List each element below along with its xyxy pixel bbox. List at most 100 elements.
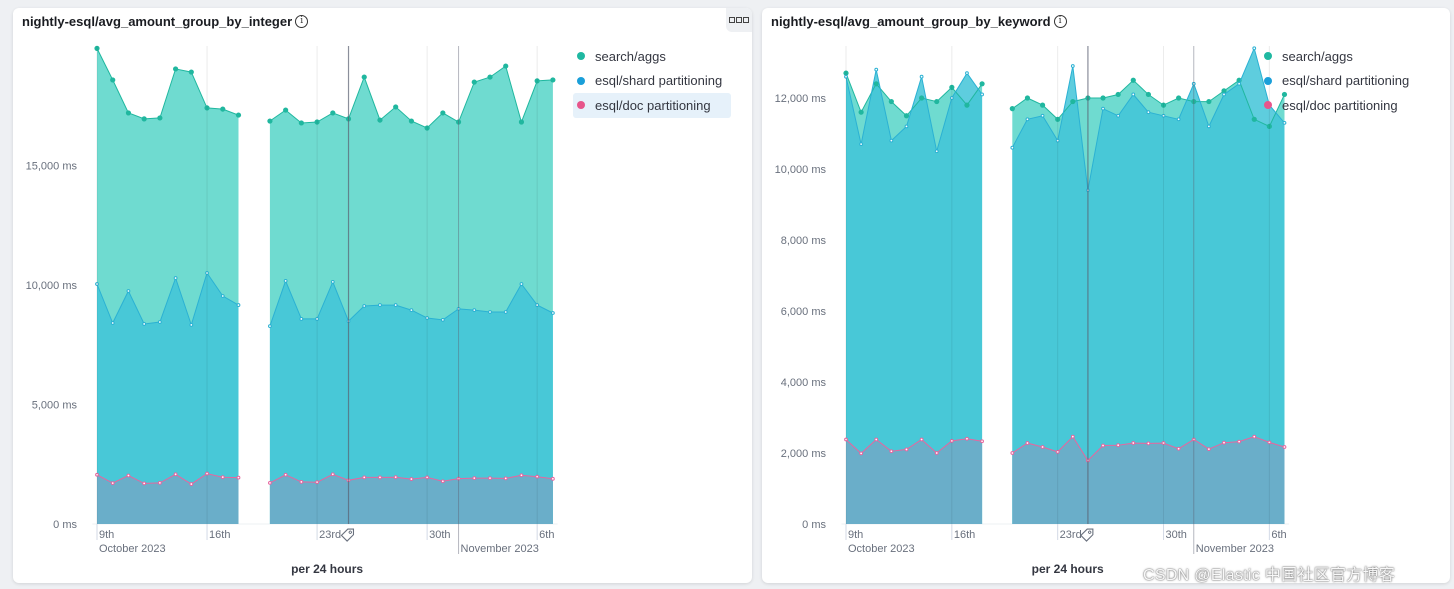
data-point[interactable] [189,323,194,327]
data-point[interactable] [409,477,414,481]
data-point[interactable] [1281,91,1288,98]
data-point[interactable] [535,474,540,479]
legend-item-search-aggs[interactable]: search/aggs [1260,44,1413,69]
data-point[interactable] [1267,440,1272,445]
data-point[interactable] [205,271,209,275]
data-point[interactable] [550,311,555,315]
data-point[interactable] [1282,445,1287,449]
data-point[interactable] [487,74,493,80]
data-point[interactable] [534,78,540,84]
data-point[interactable] [843,70,849,76]
data-point[interactable] [299,317,304,321]
data-point[interactable] [1115,91,1121,98]
data-point[interactable] [440,479,445,484]
data-point[interactable] [1237,81,1242,86]
data-point[interactable] [126,289,131,293]
data-point[interactable] [472,308,477,312]
data-point[interactable] [424,125,430,131]
data-point[interactable] [934,149,939,154]
data-point[interactable] [1176,95,1182,101]
data-point[interactable] [1130,77,1136,83]
data-point[interactable] [550,476,555,481]
data-point[interactable] [362,304,367,308]
data-point[interactable] [456,307,461,311]
data-point[interactable] [503,476,508,481]
data-point[interactable] [1191,437,1196,442]
data-point[interactable] [844,437,848,442]
data-point[interactable] [1206,447,1211,451]
data-point[interactable] [1146,110,1151,115]
data-point[interactable] [142,481,147,486]
legend-item-esql-shard-partitioning[interactable]: esql/shard partitioning [1260,69,1413,94]
data-point[interactable] [204,105,210,111]
data-point[interactable] [141,116,147,122]
data-point[interactable] [408,118,414,124]
data-point[interactable] [1100,95,1106,101]
data-point[interactable] [1010,145,1015,150]
data-point[interactable] [220,106,226,112]
data-point[interactable] [1131,92,1136,97]
data-point[interactable] [267,118,273,124]
data-point[interactable] [377,117,383,123]
data-point[interactable] [315,317,319,321]
data-point[interactable] [95,472,99,477]
data-point[interactable] [236,475,241,480]
data-point[interactable] [1252,46,1257,51]
data-point[interactable] [1252,434,1257,439]
data-point[interactable] [393,475,398,480]
data-point[interactable] [1040,113,1045,118]
data-point[interactable] [330,279,335,284]
data-point[interactable] [503,63,509,69]
data-point[interactable] [440,317,445,322]
data-point[interactable] [1055,116,1061,122]
data-point[interactable] [889,449,894,454]
data-point[interactable] [979,81,985,87]
data-point[interactable] [330,110,336,116]
data-point[interactable] [189,482,194,486]
data-point[interactable] [1040,445,1045,449]
data-point[interactable] [235,112,242,118]
data-point[interactable] [362,475,367,480]
data-point[interactable] [188,69,194,75]
data-point[interactable] [518,119,525,125]
data-point[interactable] [844,74,848,79]
data-point[interactable] [904,124,909,129]
data-point[interactable] [1131,441,1136,445]
legend-item-search-aggs[interactable]: search/aggs [573,44,731,69]
data-point[interactable] [378,303,382,307]
data-point[interactable] [1251,116,1257,122]
data-point[interactable] [283,279,288,283]
data-point[interactable] [283,472,288,477]
panel-options-button[interactable] [726,8,752,32]
data-point[interactable] [110,321,115,325]
data-point[interactable] [1161,113,1166,118]
data-point[interactable] [1176,446,1181,451]
data-point[interactable] [934,98,940,105]
chart-canvas[interactable]: 0 ms 2,000 ms 4,000 ms 6,000 ms 8,000 ms 10,0… [762,8,1450,583]
data-point[interactable] [283,107,289,113]
tag-icon[interactable] [1080,526,1096,542]
data-point[interactable] [456,476,461,481]
data-point[interactable] [1009,106,1015,112]
data-point[interactable] [1145,91,1151,98]
data-point[interactable] [361,74,367,80]
data-point[interactable] [393,104,399,110]
data-point[interactable] [858,109,864,115]
data-point[interactable] [519,282,524,286]
data-point[interactable] [220,475,225,480]
data-point[interactable] [1146,441,1151,446]
data-point[interactable] [1055,138,1060,143]
data-point[interactable] [425,475,430,480]
data-point[interactable] [142,322,147,326]
data-point[interactable] [1101,443,1105,448]
data-point[interactable] [949,84,955,90]
data-point[interactable] [1160,102,1167,108]
data-point[interactable] [1070,64,1075,68]
data-point[interactable] [236,303,241,307]
data-point[interactable] [378,475,382,480]
data-point[interactable] [503,310,508,314]
tag-icon[interactable] [340,526,356,542]
data-point[interactable] [409,308,414,312]
data-point[interactable] [1116,113,1121,118]
data-point[interactable] [1010,451,1015,455]
